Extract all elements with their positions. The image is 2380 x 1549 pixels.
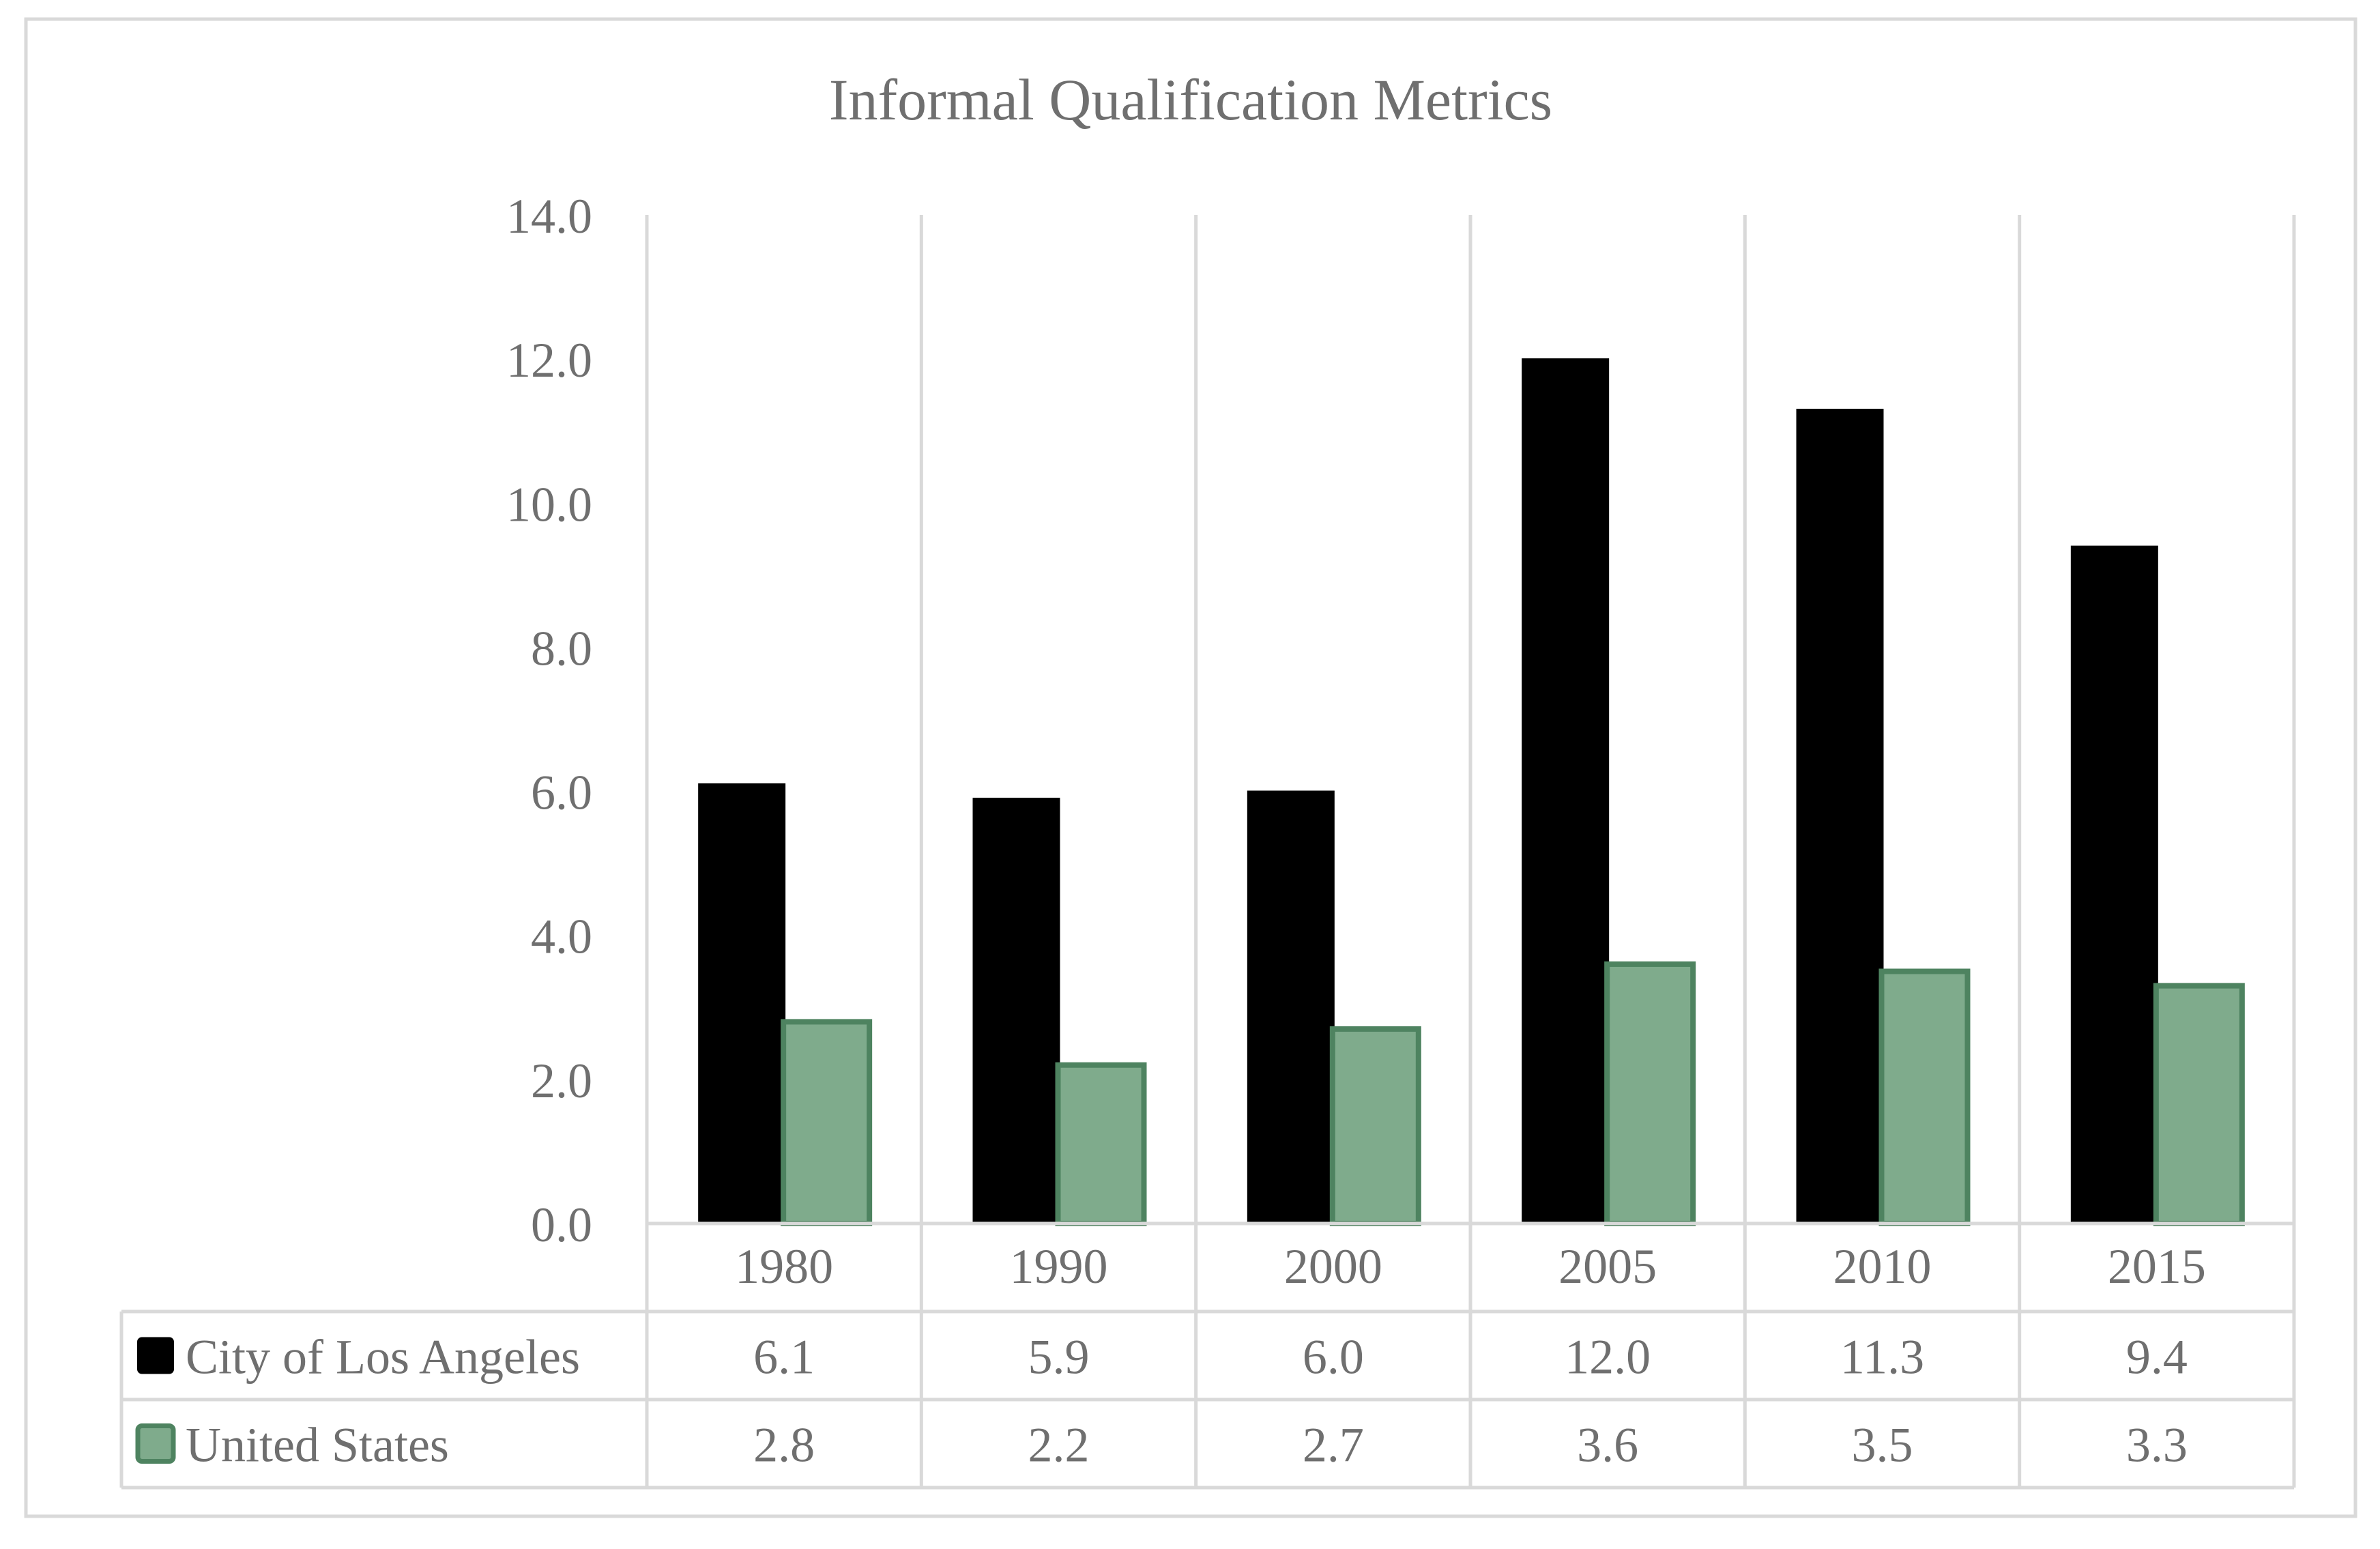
y-tick-label: 8.0 [531,621,592,676]
legend-swatch [137,1337,174,1374]
bar-city-of-los-angeles [2070,545,2158,1224]
bars [647,358,2294,1227]
x-category-label: 1990 [1010,1239,1108,1294]
x-category-label: 2015 [2108,1239,2206,1294]
data-label: 11.3 [1840,1330,1924,1385]
data-label: 2.2 [1028,1418,1090,1473]
bar-united-states [1878,968,1971,1226]
bar-united-states [1329,1026,1421,1226]
table-values: 6.1 5.9 6.0 12.0 11.3 9.4 2.8 2.2 2.7 3.6 3.5 3.3 [753,1330,2188,1473]
data-label: 6.0 [1303,1330,1364,1385]
y-tick-label: 6.0 [531,766,592,820]
chart-frame [24,17,2357,1518]
y-tick-label: 2.0 [531,1054,592,1108]
data-label: 3.6 [1577,1418,1638,1473]
data-label: 2.8 [753,1418,815,1473]
data-label: 12.0 [1565,1330,1651,1385]
data-label: 5.9 [1028,1330,1090,1385]
data-label: 6.1 [753,1330,815,1385]
y-tick-label: 14.0 [506,189,592,244]
data-label: 9.4 [2126,1330,2188,1385]
y-tick-label: 0.0 [531,1198,592,1252]
data-label: 3.3 [2126,1418,2188,1473]
table-legend: City of Los Angeles United States [135,1330,580,1473]
bar-united-states [781,1019,873,1227]
legend-swatch [135,1423,176,1464]
x-category-label: 2010 [1833,1239,1932,1294]
data-label: 3.5 [1852,1418,1913,1473]
y-tick-label: 4.0 [531,910,592,964]
y-axis-ticks: 0.0 2.0 4.0 6.0 8.0 10.0 12.0 14.0 [506,189,592,1252]
y-tick-label: 12.0 [506,333,592,388]
y-tick-label: 10.0 [506,477,592,532]
legend-label: United States [186,1418,449,1473]
legend-label: City of Los Angeles [186,1330,580,1385]
x-category-label: 2005 [1558,1239,1657,1294]
bar-united-states [2153,983,2245,1226]
data-label: 2.7 [1303,1418,1364,1473]
x-axis-categories: 1980 1990 2000 2005 2010 2015 [735,1239,2206,1294]
bar-city-of-los-angeles [972,798,1060,1224]
bar-city-of-los-angeles [1796,409,1884,1224]
bar-united-states [1604,961,1696,1226]
x-category-label: 1980 [735,1239,833,1294]
bar-city-of-los-angeles [1522,358,1610,1225]
data-table [119,1309,2294,1490]
bar-city-of-los-angeles [1247,790,1335,1224]
grid-lines [645,215,2296,1488]
bar-united-states [1055,1062,1147,1226]
bar-city-of-los-angeles [698,783,786,1224]
chart-title: Informal Qualification Metrics [829,67,1552,132]
x-category-label: 2000 [1284,1239,1382,1294]
